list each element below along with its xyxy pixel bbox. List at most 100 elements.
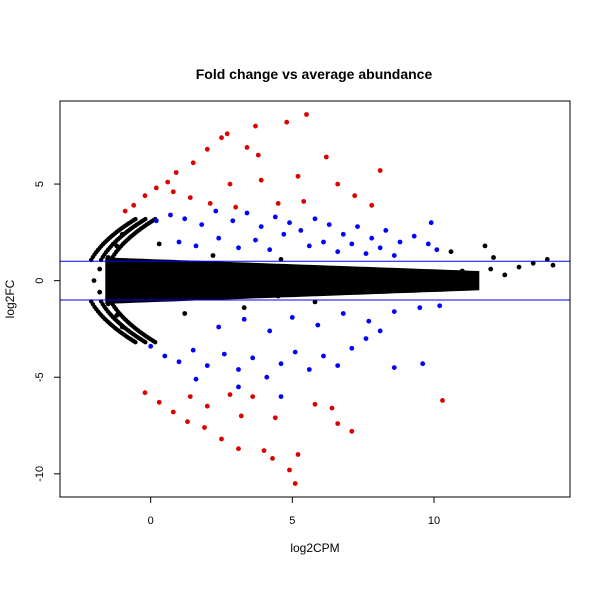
data-point xyxy=(431,272,437,278)
data-point xyxy=(221,351,227,357)
data-point xyxy=(230,218,236,224)
data-point xyxy=(170,189,176,195)
data-point xyxy=(119,324,125,330)
data-point xyxy=(374,270,380,276)
data-point xyxy=(204,274,210,280)
data-point xyxy=(216,235,222,241)
data-point xyxy=(143,216,148,222)
data-point xyxy=(292,481,298,486)
data-point xyxy=(391,365,397,370)
x-axis-label: log2CPM xyxy=(290,541,339,555)
data-point xyxy=(148,270,154,276)
data-point xyxy=(312,401,318,407)
data-point xyxy=(377,328,383,334)
data-point xyxy=(369,235,375,241)
data-point xyxy=(287,467,292,473)
data-point xyxy=(253,123,258,129)
y-tick-label: 0 xyxy=(34,278,46,284)
data-point xyxy=(253,237,258,243)
data-point xyxy=(434,247,440,253)
data-point xyxy=(182,311,188,316)
data-point xyxy=(417,305,423,311)
data-point xyxy=(391,309,397,314)
data-point xyxy=(272,214,278,220)
y-tick-label: 5 xyxy=(34,181,46,187)
data-point xyxy=(258,224,264,230)
data-point xyxy=(236,245,241,251)
data-point xyxy=(261,448,267,453)
data-point xyxy=(190,160,196,166)
data-point xyxy=(199,222,205,228)
data-point xyxy=(133,340,138,345)
data-point xyxy=(227,392,233,397)
x-axis: 0 5 10 xyxy=(148,496,440,527)
data-point xyxy=(298,228,304,233)
data-point xyxy=(204,403,210,409)
data-point xyxy=(516,264,522,270)
y-axis-label: log2FC xyxy=(3,279,17,318)
data-point xyxy=(544,257,550,262)
data-point xyxy=(224,131,230,137)
data-point xyxy=(133,216,138,222)
data-point xyxy=(491,255,496,260)
data-point xyxy=(420,361,426,367)
data-point xyxy=(340,231,346,237)
data-point xyxy=(250,355,256,361)
dense-point-cloud xyxy=(105,257,480,304)
data-point xyxy=(190,295,196,301)
data-point xyxy=(267,247,273,253)
data-point xyxy=(176,359,182,365)
data-point xyxy=(233,264,239,270)
data-point xyxy=(108,274,114,280)
data-point xyxy=(437,303,443,309)
data-point xyxy=(323,154,329,160)
data-point xyxy=(448,249,454,255)
data-point xyxy=(304,286,309,291)
data-point xyxy=(275,293,281,299)
data-point xyxy=(105,255,111,260)
data-point xyxy=(318,266,324,272)
data-point xyxy=(202,425,207,430)
data-point xyxy=(91,278,97,283)
data-point xyxy=(238,413,244,419)
data-point xyxy=(377,245,383,251)
data-point xyxy=(363,251,369,256)
data-point xyxy=(278,394,284,399)
data-point xyxy=(417,286,423,291)
data-point xyxy=(213,208,219,214)
data-point xyxy=(530,260,536,266)
data-point xyxy=(165,179,171,185)
data-point xyxy=(321,239,326,245)
x-tick-label: 10 xyxy=(428,515,440,527)
data-point xyxy=(210,253,216,258)
data-point xyxy=(236,367,241,372)
data-point xyxy=(153,340,158,345)
data-point xyxy=(162,284,168,289)
data-point xyxy=(346,276,352,282)
data-point xyxy=(304,112,309,117)
threshold-lines xyxy=(60,260,570,301)
data-point xyxy=(187,394,193,399)
data-point xyxy=(241,305,247,311)
data-point xyxy=(349,428,355,434)
data-point xyxy=(162,353,168,359)
data-point xyxy=(219,436,224,442)
data-point xyxy=(173,170,179,175)
data-point xyxy=(369,202,375,208)
data-point xyxy=(227,181,233,187)
chart-title: Fold change vs average abundance xyxy=(196,66,433,82)
data-point xyxy=(255,152,261,158)
data-point xyxy=(241,316,247,322)
data-point xyxy=(321,353,326,359)
data-point xyxy=(411,233,417,239)
data-point xyxy=(170,409,176,415)
data-point xyxy=(236,384,241,390)
data-point xyxy=(474,280,479,285)
data-point xyxy=(397,239,403,245)
data-point xyxy=(425,241,431,247)
data-point xyxy=(335,363,341,368)
data-point xyxy=(250,394,256,399)
data-point xyxy=(377,168,383,173)
data-point xyxy=(190,347,196,353)
data-point xyxy=(349,345,355,351)
